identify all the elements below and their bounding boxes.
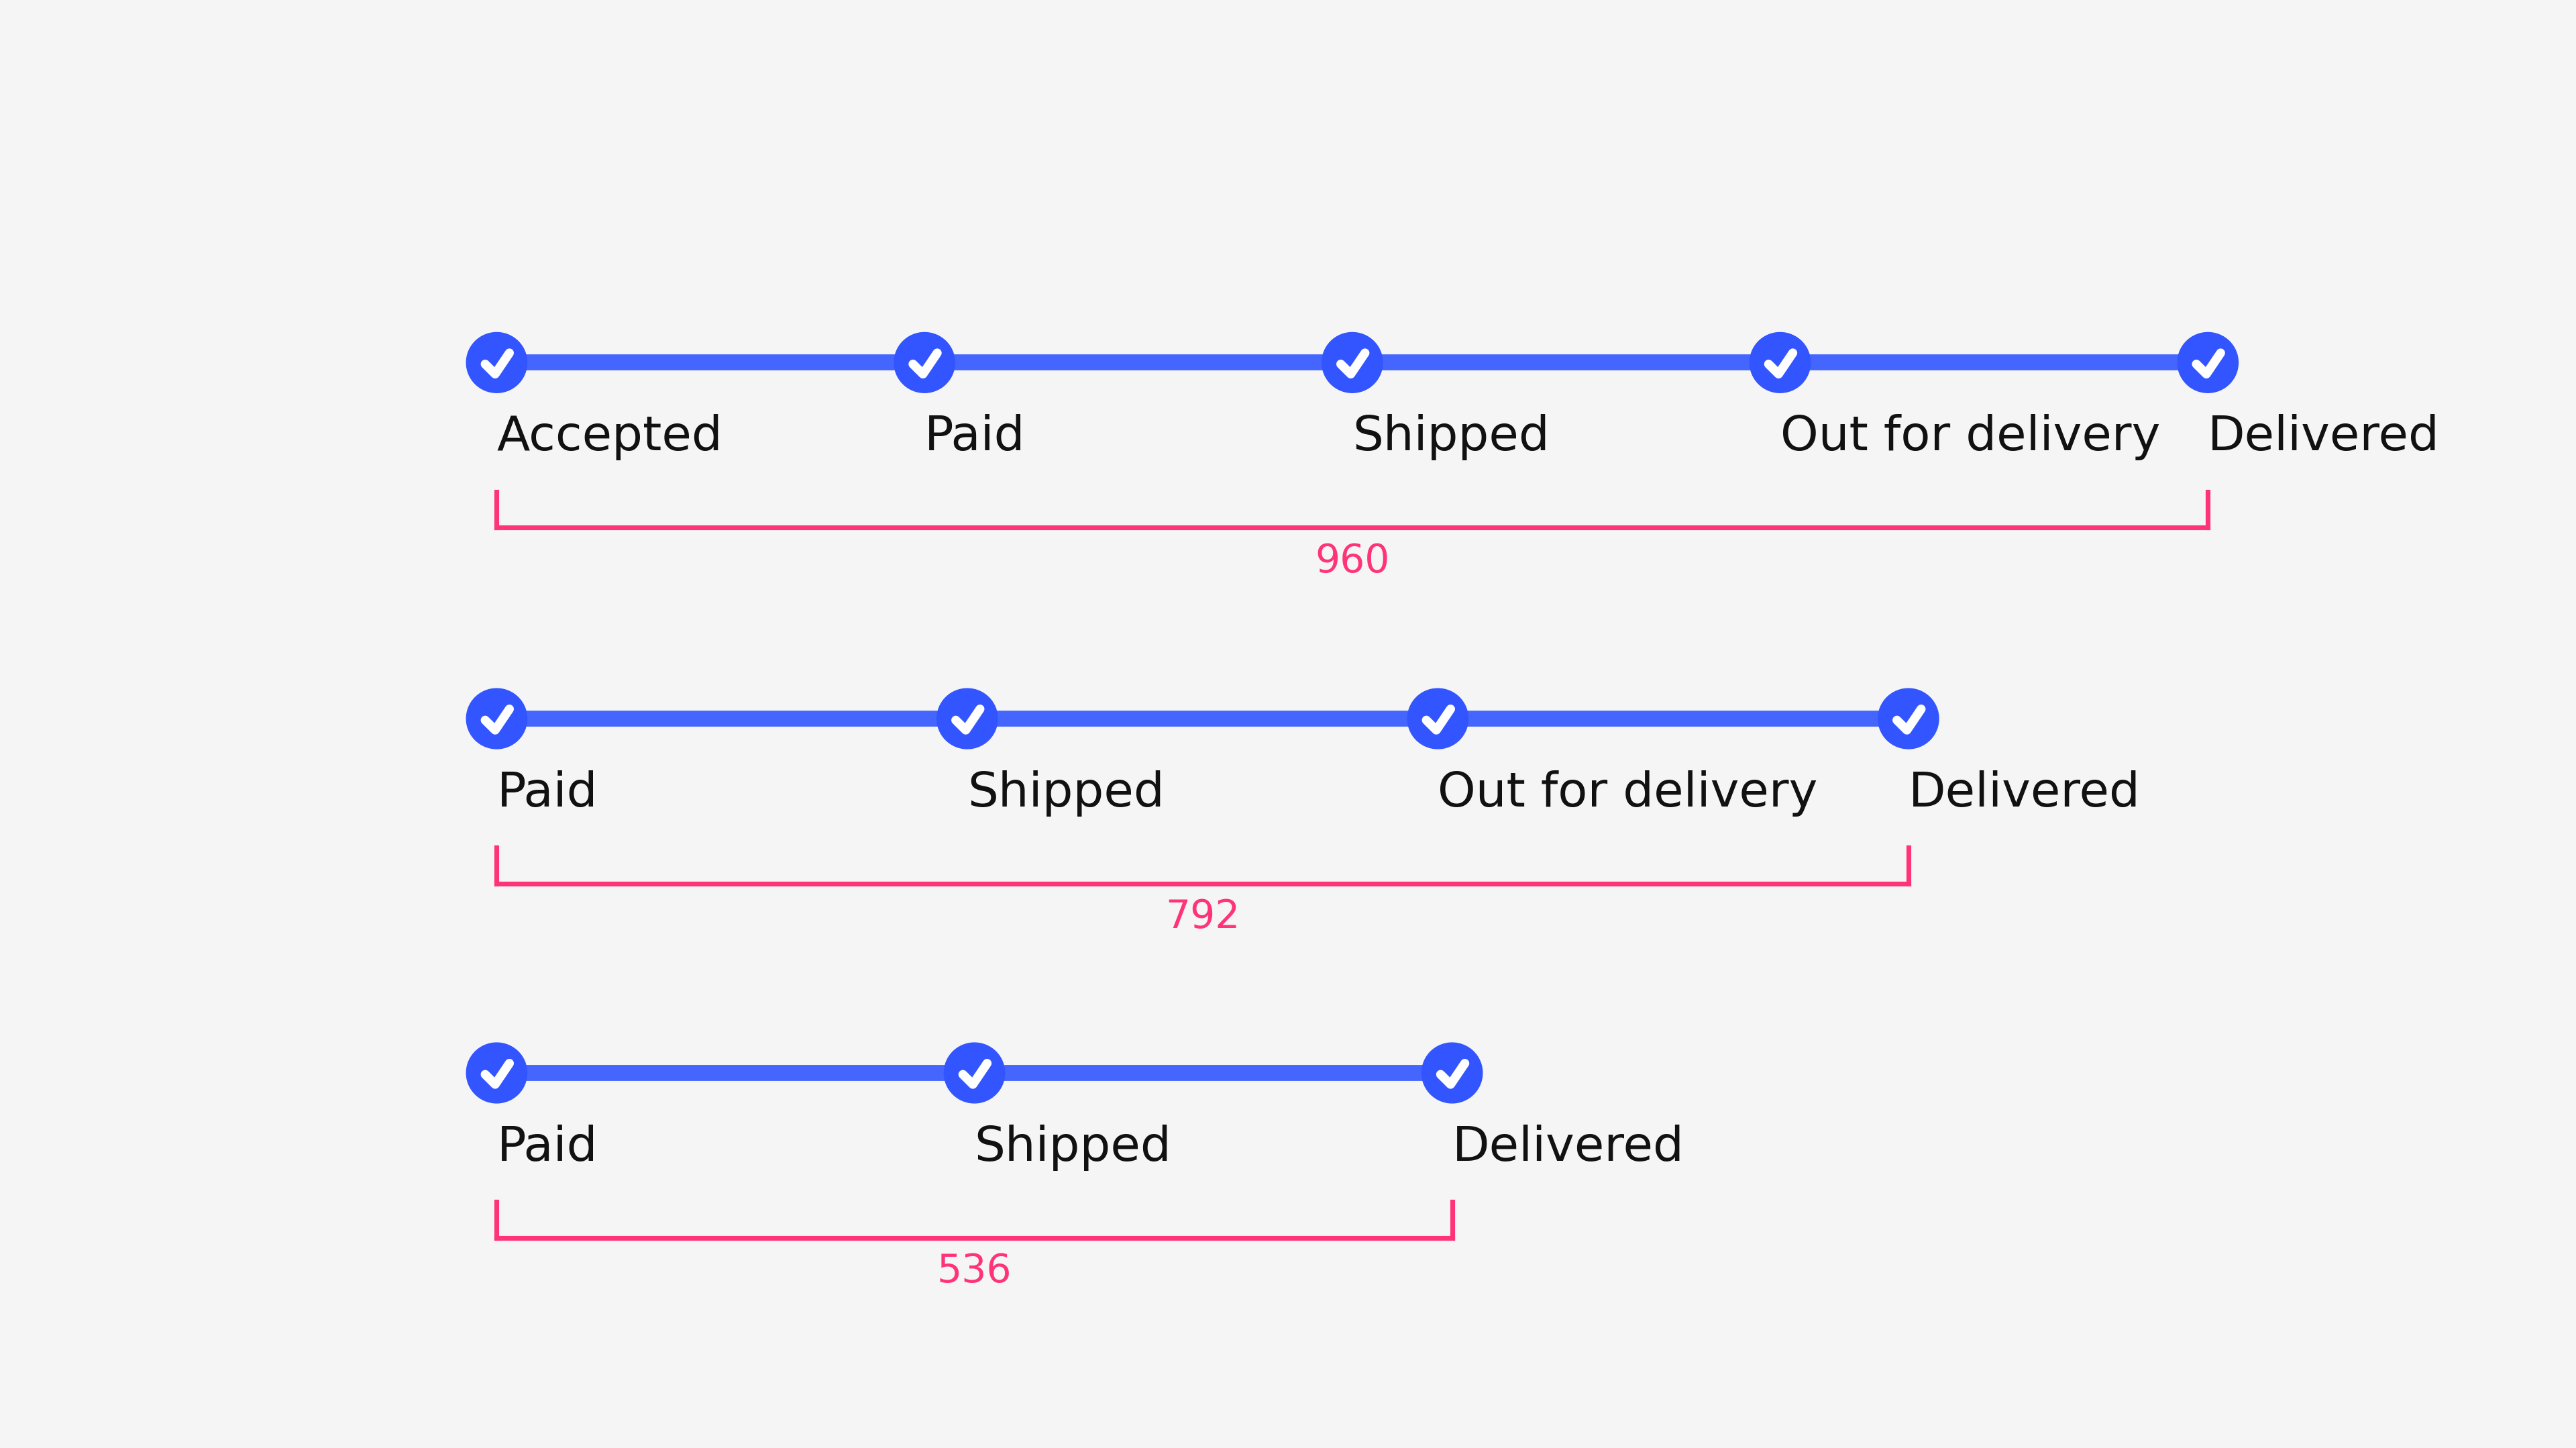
Circle shape <box>466 333 528 392</box>
Text: 536: 536 <box>938 1253 1012 1290</box>
Circle shape <box>1321 333 1383 392</box>
Text: Shipped: Shipped <box>966 770 1164 817</box>
Circle shape <box>1878 689 1940 749</box>
Text: Paid: Paid <box>497 770 598 817</box>
Text: Paid: Paid <box>925 414 1025 460</box>
Circle shape <box>943 1043 1005 1103</box>
Text: Out for delivery: Out for delivery <box>1437 770 1819 817</box>
Circle shape <box>1749 333 1811 392</box>
Circle shape <box>2177 333 2239 392</box>
Text: Shipped: Shipped <box>1352 414 1548 460</box>
Text: Paid: Paid <box>497 1125 598 1171</box>
Circle shape <box>1406 689 1468 749</box>
Text: Shipped: Shipped <box>974 1125 1172 1171</box>
Text: 960: 960 <box>1314 542 1388 581</box>
Circle shape <box>466 1043 528 1103</box>
Text: Delivered: Delivered <box>1909 770 2141 817</box>
Text: Delivered: Delivered <box>2208 414 2439 460</box>
Circle shape <box>466 689 528 749</box>
Text: 792: 792 <box>1164 898 1239 937</box>
Text: Out for delivery: Out for delivery <box>1780 414 2161 460</box>
Text: Delivered: Delivered <box>1453 1125 1685 1171</box>
Circle shape <box>894 333 956 392</box>
Circle shape <box>938 689 997 749</box>
Text: Accepted: Accepted <box>497 414 724 460</box>
Circle shape <box>1422 1043 1481 1103</box>
